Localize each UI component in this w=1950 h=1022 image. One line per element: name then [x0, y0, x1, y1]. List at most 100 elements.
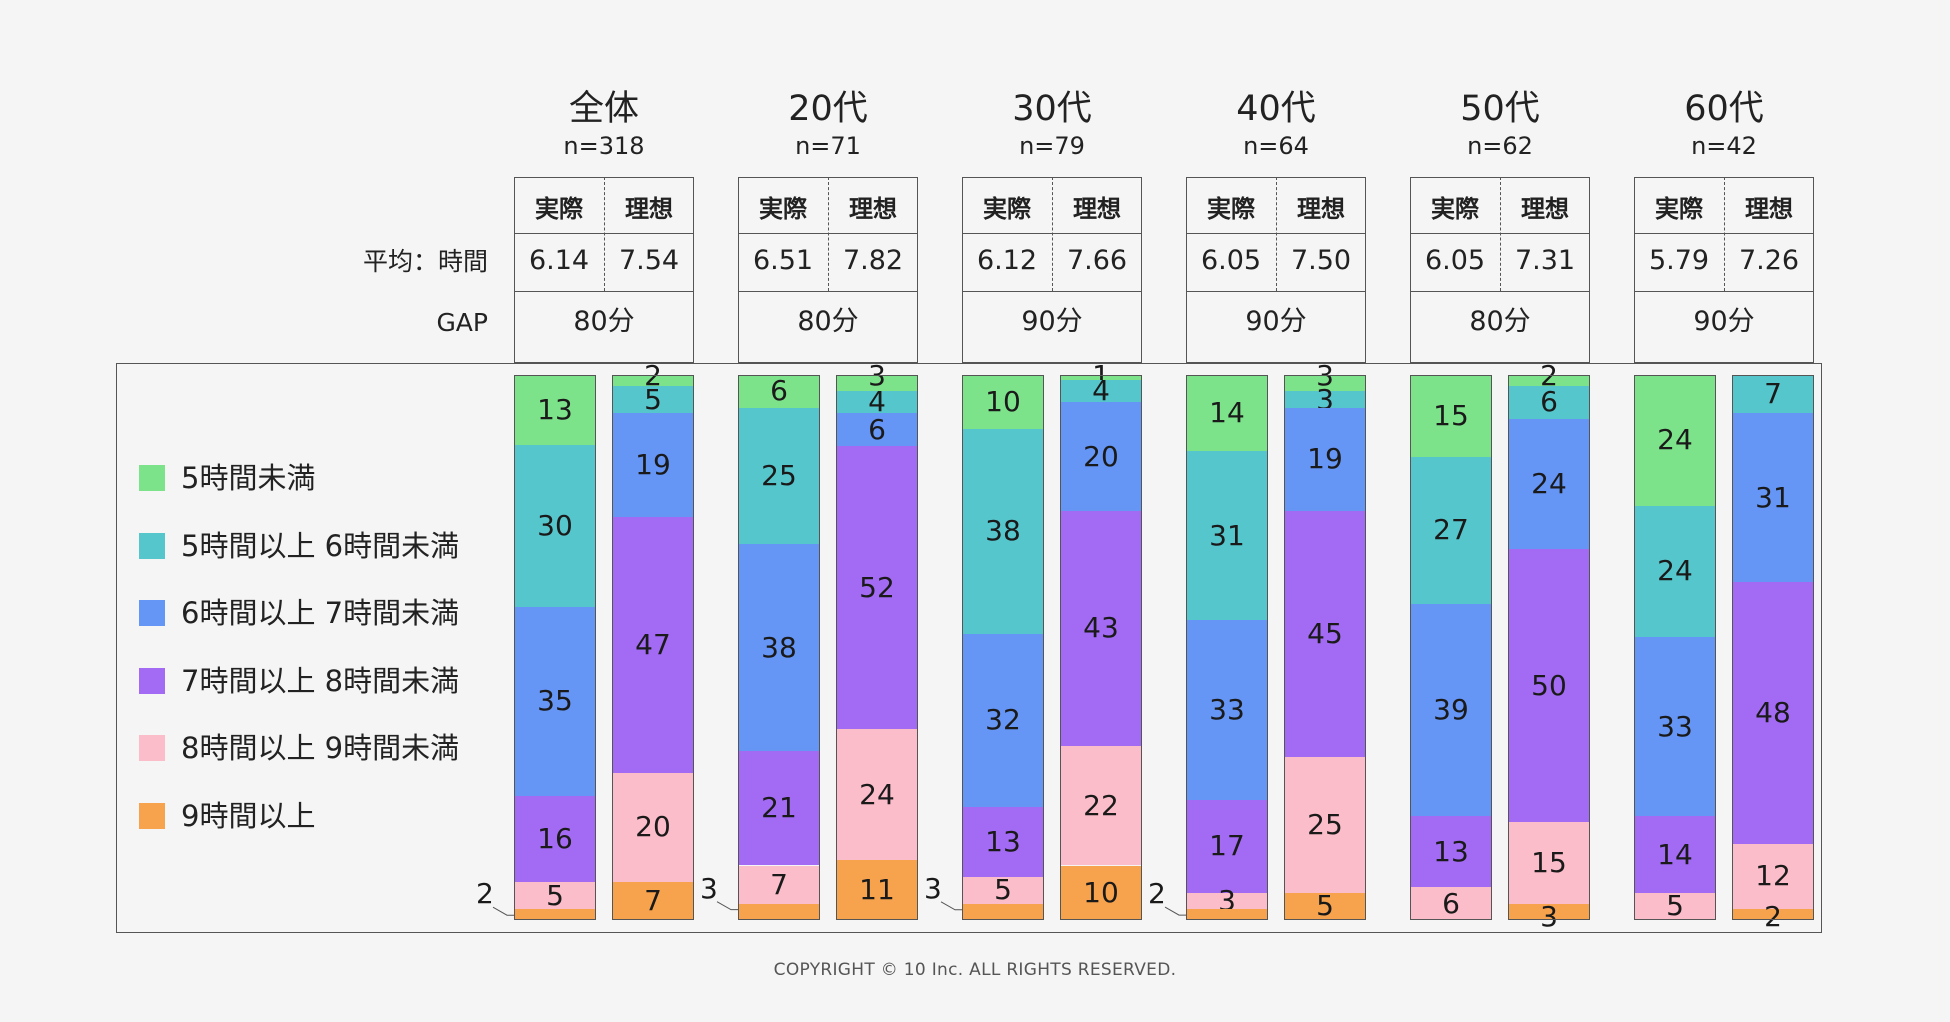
segment-value: 4	[1092, 374, 1110, 408]
group-n: n=79	[1019, 132, 1085, 160]
table-header-actual: 実際	[1431, 195, 1479, 223]
bar-segment	[612, 385, 694, 414]
group-n: n=62	[1467, 132, 1533, 160]
gap-value: 90分	[1021, 306, 1083, 337]
segment-value: 33	[1209, 693, 1245, 727]
bar-segment	[1732, 413, 1814, 583]
legend-label: 5時間未満	[181, 461, 316, 495]
avg-value-ideal: 7.82	[842, 245, 904, 276]
bar-segment	[1732, 375, 1814, 414]
bar-segment	[514, 375, 596, 446]
legend-swatch	[139, 465, 165, 491]
table-header-ideal: 理想	[625, 195, 673, 223]
avg-value-actual: 6.12	[976, 245, 1038, 276]
bar-segment	[514, 909, 596, 920]
group-title: 全体	[568, 89, 639, 129]
avg-row-label: 平均：時間	[362, 247, 488, 276]
bar-segment	[1060, 511, 1142, 746]
group-title: 50代	[1460, 89, 1540, 129]
segment-value: 31	[1755, 480, 1791, 514]
segment-value: 25	[761, 458, 797, 492]
segment-value: 39	[1433, 693, 1469, 727]
gap-row-label: GAP	[436, 308, 488, 337]
bar-segment	[1634, 892, 1716, 920]
callout-leader-line	[716, 901, 738, 911]
segment-value: 19	[1307, 442, 1343, 476]
legend-label: 8時間以上 9時間未満	[181, 731, 460, 766]
table-divider	[1276, 177, 1277, 291]
bar-segment	[1508, 375, 1590, 386]
table-divider	[604, 177, 605, 291]
legend-label: 5時間以上 6時間未満	[181, 528, 460, 563]
bar-segment	[1186, 620, 1268, 801]
segment-value: 24	[1531, 467, 1567, 500]
legend-label: 9時間以上	[181, 799, 316, 833]
bar-segment	[836, 860, 918, 920]
bar-segment	[1732, 909, 1814, 920]
segment-value: 24	[859, 777, 895, 811]
table-header-ideal: 理想	[1521, 195, 1569, 223]
segment-value: 10	[985, 384, 1021, 418]
bar-segment	[1284, 756, 1366, 893]
bar-segment	[962, 375, 1044, 429]
segment-value: 15	[1433, 398, 1469, 432]
bar-outline	[1410, 375, 1492, 920]
bar-outline	[962, 375, 1044, 920]
legend-swatch	[139, 667, 165, 694]
bar-segment	[962, 634, 1044, 807]
table-divider	[1724, 177, 1725, 291]
bar-segment	[962, 876, 1044, 904]
group-n: n=318	[563, 132, 645, 160]
bar-segment	[1186, 800, 1268, 893]
bar-outline	[1634, 375, 1716, 920]
legend-swatch	[139, 803, 165, 829]
bar-outline	[1508, 375, 1590, 920]
group-n: n=71	[795, 132, 861, 160]
bar-outline	[514, 375, 596, 920]
table-line	[962, 291, 1142, 292]
segment-value: 31	[1209, 518, 1245, 552]
segment-value-callout: 3	[700, 871, 718, 905]
table-header-actual: 実際	[759, 195, 807, 223]
table-divider	[1500, 177, 1501, 291]
bar-segment	[1634, 816, 1716, 893]
segment-value: 13	[1433, 834, 1469, 868]
bar-segment	[1508, 385, 1590, 419]
bar-segment	[1508, 549, 1590, 822]
segment-value: 35	[537, 684, 573, 718]
segment-value: 6	[1442, 886, 1460, 920]
segment-value: 33	[1657, 709, 1693, 743]
bar-segment	[1410, 887, 1492, 920]
table-line	[738, 291, 918, 292]
avg-value-actual: 6.51	[752, 245, 814, 276]
callout-leader-line	[1164, 906, 1186, 916]
bar-segment	[1508, 418, 1590, 550]
segment-value: 5	[1316, 889, 1334, 923]
bar-segment	[1284, 511, 1366, 757]
bar-segment	[962, 428, 1044, 634]
segment-value: 52	[859, 570, 895, 604]
bar-outline	[1732, 375, 1814, 920]
bar-segment	[1186, 909, 1268, 920]
segment-value: 22	[1083, 788, 1119, 822]
segment-value: 20	[1083, 439, 1119, 473]
bar-outline	[1060, 375, 1142, 920]
gap-value: 80分	[573, 306, 635, 337]
segment-value: 3	[1540, 900, 1558, 933]
segment-value: 32	[985, 703, 1021, 737]
segment-value: 21	[761, 791, 797, 825]
bar-segment	[1186, 892, 1268, 910]
segment-value: 7	[644, 883, 662, 917]
bar-segment	[836, 391, 918, 414]
segment-value: 5	[546, 878, 564, 912]
gap-value: 80分	[797, 306, 859, 337]
bar-segment	[1508, 821, 1590, 904]
segment-value: 2	[1764, 900, 1782, 933]
gap-value: 90分	[1693, 306, 1755, 337]
bar-segment	[1060, 745, 1142, 866]
bar-segment	[612, 413, 694, 517]
bar-segment	[612, 881, 694, 920]
legend-swatch	[139, 735, 165, 762]
segment-value: 14	[1657, 837, 1693, 871]
table-header-actual: 実際	[535, 195, 583, 223]
